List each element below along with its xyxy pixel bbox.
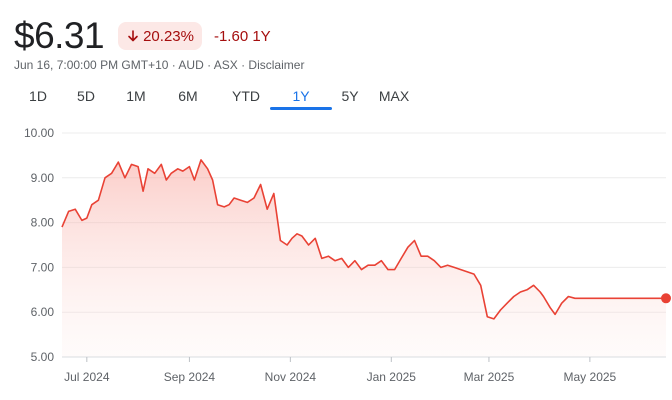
x-tick-label: Jan 2025 (367, 370, 417, 384)
range-tabs: 1D 5D 1M 6M YTD 1Y 5Y MAX (18, 86, 416, 110)
tab-1m[interactable]: 1M (126, 88, 146, 104)
y-tick-label: 9.00 (31, 171, 55, 185)
percent-change-badge: 20.23% (118, 22, 202, 50)
percent-change: 20.23% (143, 27, 194, 45)
price-line (61, 159, 666, 320)
x-tick-label: May 2025 (564, 370, 617, 384)
price-area (62, 159, 666, 357)
last-price-dot (661, 293, 671, 304)
x-tick-label: Nov 2024 (265, 370, 317, 384)
quote-header: $6.31 20.23% -1.60 1Y (14, 14, 271, 58)
tab-5d[interactable]: 5D (77, 88, 95, 104)
x-tick-label: Sep 2024 (164, 370, 216, 384)
x-tick-label: Mar 2025 (464, 370, 515, 384)
x-axis-ticks: Jul 2024 Sep 2024 Nov 2024 Jan 2025 Mar 2025… (64, 357, 617, 384)
tab-ytd[interactable]: YTD (232, 88, 260, 104)
tab-max[interactable]: MAX (378, 88, 410, 104)
y-tick-label: 10.00 (24, 126, 54, 140)
x-tick-label: Jul 2024 (64, 370, 110, 384)
y-tick-label: 6.00 (31, 305, 55, 319)
absolute-change: -1.60 1Y (213, 27, 271, 45)
tab-1d[interactable]: 1D (29, 88, 47, 104)
tab-6m[interactable]: 6M (178, 88, 198, 104)
y-tick-label: 5.00 (31, 350, 55, 364)
quote-meta: Jun 16, 7:00:00 PM GMT+10 · AUD · ASX · … (14, 58, 305, 72)
y-tick-label: 8.00 (31, 216, 55, 230)
arrow-down-icon (128, 30, 138, 42)
y-tick-label: 7.00 (31, 260, 55, 274)
tab-5y[interactable]: 5Y (341, 88, 359, 104)
current-price: $6.31 (14, 15, 105, 56)
y-axis-labels: 10.00 9.00 8.00 7.00 6.00 5.00 (24, 126, 54, 364)
tab-1y[interactable]: 1Y (270, 86, 332, 110)
